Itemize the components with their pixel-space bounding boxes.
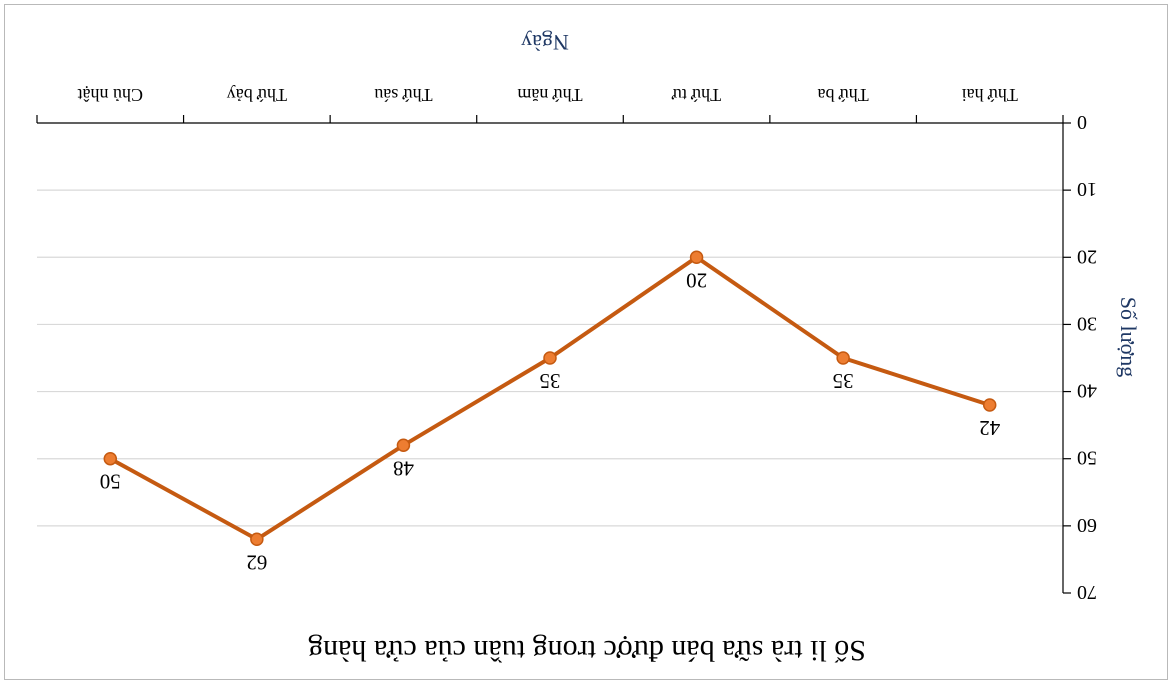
y-tick-label: 50 <box>1077 447 1097 469</box>
y-axis-label: Số lượng <box>1116 297 1141 377</box>
x-axis-label: Ngày <box>521 30 569 55</box>
data-label: 20 <box>686 268 707 292</box>
y-tick-label: 70 <box>1077 581 1097 603</box>
y-tick-label: 60 <box>1077 514 1097 536</box>
gridlines <box>37 189 1063 527</box>
axes: 0 10 20 30 40 50 60 70 Thứ hai Thứ ba Thứ tư Thứ nă… <box>36 85 1097 603</box>
line-chart: 0 10 20 30 40 50 60 70 Thứ hai Thứ ba Thứ tư Thứ nă… <box>36 30 1141 667</box>
y-tick-label: 20 <box>1077 245 1097 267</box>
data-label: 35 <box>540 369 561 393</box>
data-point <box>250 532 264 547</box>
data-label: 50 <box>100 470 121 494</box>
labels: Số li trà sữa bán được trong tuần của cử… <box>308 30 1141 667</box>
x-tick-label: Thứ năm <box>517 85 582 105</box>
chart-title: Số li trà sữa bán được trong tuần của cử… <box>308 634 866 667</box>
data-label: 62 <box>246 550 267 574</box>
y-tick-label: 30 <box>1077 312 1097 334</box>
x-tick-label: Thứ tư <box>671 85 721 105</box>
x-tick-label: Thứ bảy <box>227 85 287 105</box>
chart-frame: 0 10 20 30 40 50 60 70 Thứ hai Thứ ba Thứ tư Thứ nă… <box>4 4 1168 680</box>
y-tick-label: 10 <box>1077 178 1097 200</box>
data-label: 35 <box>833 369 854 393</box>
data-point <box>396 438 411 453</box>
x-tick-label: Chủ nhật <box>78 85 144 105</box>
y-tick-label: 40 <box>1077 380 1097 402</box>
data-point <box>103 451 118 466</box>
data-point <box>543 351 557 365</box>
data-point <box>689 250 704 265</box>
series-layer: 42 35 20 35 48 62 50 <box>100 250 1000 574</box>
x-tick-label: Thứ sáu <box>374 85 432 105</box>
y-tick-label: 0 <box>1077 111 1087 133</box>
data-point <box>836 351 850 365</box>
series-line <box>109 255 991 542</box>
data-point <box>982 398 997 412</box>
x-tick-label: Thứ hai <box>962 85 1018 105</box>
data-label: 48 <box>393 456 414 480</box>
data-label: 42 <box>979 416 1000 440</box>
x-tick-label: Thứ ba <box>818 85 869 105</box>
